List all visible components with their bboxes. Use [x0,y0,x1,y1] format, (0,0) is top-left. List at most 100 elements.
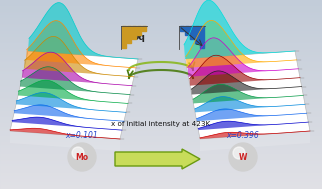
Bar [0,67,322,68]
Bar [132,26,136,39]
Bar [0,92,322,93]
Bar [0,60,322,61]
Bar [0,62,322,63]
Polygon shape [18,80,128,103]
Bar [0,4,322,5]
Bar [0,164,322,165]
Bar [0,136,322,137]
Bar [0,170,322,171]
Bar [0,147,322,148]
Bar [0,132,322,133]
Bar [0,2,322,3]
Bar [0,125,322,126]
Polygon shape [196,109,307,121]
Bar [0,103,322,104]
Bar [0,157,322,158]
Bar [0,15,322,16]
Circle shape [68,143,96,171]
Bar [0,184,322,185]
Bar [0,138,322,139]
Polygon shape [193,84,303,103]
Polygon shape [16,93,126,112]
Bar [0,167,322,168]
Bar [0,50,322,51]
Bar [0,139,322,140]
Polygon shape [24,36,134,77]
Bar [0,59,322,60]
Bar [0,3,322,4]
Text: W: W [239,153,247,161]
Bar [0,63,322,64]
Bar [0,93,322,94]
Bar [142,26,146,31]
Bar [0,32,322,33]
Bar [0,25,322,26]
Bar [180,26,184,31]
Bar [0,12,322,13]
Bar [0,120,322,121]
Polygon shape [26,21,136,68]
Bar [0,90,322,91]
Bar [0,52,322,53]
Bar [0,186,322,187]
Bar [0,97,322,98]
Polygon shape [12,117,122,130]
Bar [0,161,322,162]
Bar [0,173,322,174]
Bar [0,84,322,85]
Bar [0,113,322,114]
Bar [0,66,322,67]
Bar [0,109,322,110]
Bar [0,82,322,83]
Bar [0,98,322,99]
Bar [0,121,322,122]
Polygon shape [185,51,310,139]
Bar [0,105,322,106]
Bar [0,20,322,21]
Bar [0,174,322,175]
Bar [0,76,322,77]
Bar [0,156,322,157]
Polygon shape [195,97,305,112]
Text: x of initial intensity at 423K: x of initial intensity at 423K [111,121,211,127]
Bar [0,130,322,131]
Text: Mo: Mo [75,153,89,161]
Bar [0,115,322,116]
Bar [0,26,322,27]
Polygon shape [20,67,130,94]
Bar [0,18,322,19]
Bar [0,89,322,90]
Bar [0,114,322,115]
Bar [0,77,322,78]
Bar [0,165,322,166]
Bar [0,19,322,20]
Bar [0,106,322,107]
Bar [195,26,199,43]
Bar [0,27,322,28]
Bar [0,144,322,145]
Bar [0,187,322,188]
Bar [0,72,322,73]
Bar [0,7,322,8]
Bar [0,65,322,66]
Bar [0,101,322,102]
Bar [0,22,322,23]
Bar [0,64,322,65]
Bar [0,108,322,109]
Text: Dq: Dq [131,33,145,42]
Bar [0,153,322,154]
Bar [0,70,322,71]
Bar [0,71,322,72]
Bar [0,117,322,118]
Bar [0,188,322,189]
Bar [0,33,322,34]
Bar [0,13,322,14]
Polygon shape [188,38,298,77]
Bar [185,26,189,35]
Bar [0,133,322,134]
Bar [0,53,322,54]
Bar [0,10,322,11]
Polygon shape [189,55,300,86]
Circle shape [72,147,84,159]
Bar [0,31,322,32]
